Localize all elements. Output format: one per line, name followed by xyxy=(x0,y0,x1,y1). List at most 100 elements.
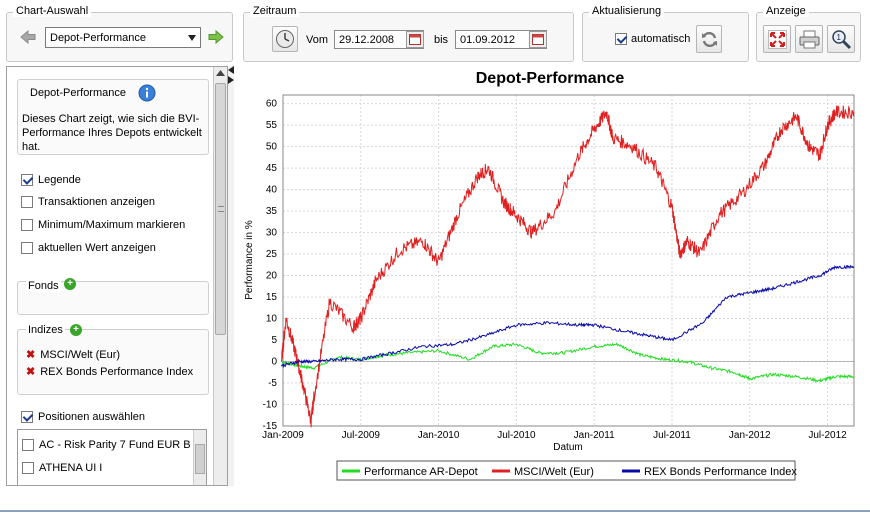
y-tick-label: -5 xyxy=(268,378,277,389)
scroll-up-icon[interactable] xyxy=(216,70,225,76)
legend-checkbox[interactable] xyxy=(21,174,33,187)
option-current-value[interactable]: aktuellen Wert anzeigen xyxy=(21,241,156,255)
auto-refresh-checkbox[interactable] xyxy=(615,33,627,45)
scroll-grip xyxy=(218,206,224,212)
option-positions[interactable]: Positionen auswählen xyxy=(21,410,145,424)
option-label: Legende xyxy=(38,174,81,186)
info-title: Depot-Performance xyxy=(30,87,126,99)
x-tick-label: Jan-2011 xyxy=(574,430,615,441)
option-legend[interactable]: Legende xyxy=(21,173,81,187)
x-tick-label: Jul-2011 xyxy=(653,430,691,441)
refresh-title: Aktualisierung xyxy=(589,5,665,17)
sidebar-panel: Depot-Performance Dieses Chart zeigt, wi… xyxy=(6,66,228,486)
legend-label: MSCI/Welt (Eur) xyxy=(514,466,594,478)
collapse-left-icon[interactable] xyxy=(228,66,234,74)
position-label: AC - Risk Parity 7 Fund EUR B xyxy=(39,439,191,451)
positions-scroll-thumb[interactable] xyxy=(195,444,205,474)
add-fonds-icon[interactable]: + xyxy=(64,278,76,290)
collapse-right-icon[interactable] xyxy=(228,76,234,84)
print-button[interactable] xyxy=(795,25,823,53)
clock-button[interactable] xyxy=(272,26,298,52)
x-tick-label: Jan-2012 xyxy=(729,430,771,441)
chevron-down-icon xyxy=(188,35,196,41)
series-line-2 xyxy=(280,105,855,428)
fullscreen-button[interactable] xyxy=(763,25,791,53)
remove-index-icon[interactable]: ✖ xyxy=(26,349,36,361)
chart-title: Depot-Performance xyxy=(476,70,625,87)
add-index-icon[interactable]: + xyxy=(70,324,82,336)
svg-text:1: 1 xyxy=(837,33,842,42)
fonds-title: Fonds xyxy=(26,280,61,292)
y-tick-label: -15 xyxy=(263,421,278,432)
indizes-title: Indizes xyxy=(26,324,65,336)
sidebar-scroll-thumb[interactable] xyxy=(215,83,226,335)
chart-selection-title: Chart-Auswahl xyxy=(13,5,92,17)
chart-select-dropdown[interactable]: Depot-Performance xyxy=(45,27,201,48)
chart-selection-group: Chart-Auswahl Depot-Performance xyxy=(6,5,233,62)
option-label: Minimum/Maximum markieren xyxy=(38,219,186,231)
y-tick-label: 55 xyxy=(266,120,278,131)
series-line-3 xyxy=(280,264,855,369)
fullscreen-icon xyxy=(768,30,787,49)
remove-index-icon[interactable]: ✖ xyxy=(26,366,36,378)
y-tick-label: 15 xyxy=(266,292,278,303)
refresh-button[interactable] xyxy=(696,25,722,53)
positions-list: AC - Risk Parity 7 Fund EUR B ATHENA UI … xyxy=(17,429,207,485)
y-tick-label: 50 xyxy=(266,142,278,153)
to-calendar-button[interactable] xyxy=(529,31,547,48)
from-date-value: 29.12.2008 xyxy=(339,34,395,46)
performance-chart: Depot-Performance 6055504540353025201510… xyxy=(244,70,855,481)
y-tick-label: 5 xyxy=(271,335,277,346)
current-value-checkbox[interactable] xyxy=(21,242,33,255)
position-checkbox[interactable] xyxy=(22,462,34,475)
option-minmax[interactable]: Minimum/Maximum markieren xyxy=(21,218,185,232)
positions-checkbox[interactable] xyxy=(21,411,33,424)
index-label: REX Bonds Performance Index xyxy=(40,366,194,378)
magnifier-icon: 1 xyxy=(832,30,852,50)
fonds-box: Fonds + xyxy=(17,278,209,315)
bottom-divider xyxy=(0,510,870,512)
y-axis-label: Performance in % xyxy=(244,220,255,300)
refresh-icon xyxy=(702,31,717,48)
info-box: Depot-Performance Dieses Chart zeigt, wi… xyxy=(17,79,209,155)
sidebar-scrollbar[interactable] xyxy=(213,67,227,485)
calendar-icon xyxy=(532,34,544,45)
forward-arrow-icon[interactable] xyxy=(207,30,225,44)
y-tick-label: 20 xyxy=(266,271,278,282)
x-tick-label: Jan-2010 xyxy=(418,430,460,441)
period-group: Zeitraum Vom 29.12.2008 bis 01.09.2012 xyxy=(243,5,574,62)
y-tick-label: 10 xyxy=(266,314,278,325)
index-label: MSCI/Welt (Eur) xyxy=(40,349,121,361)
position-checkbox[interactable] xyxy=(22,439,34,452)
position-item[interactable]: ATHENA UI I xyxy=(22,461,102,475)
back-arrow-icon[interactable] xyxy=(19,30,37,44)
transactions-checkbox[interactable] xyxy=(21,196,33,209)
index-item: ✖ MSCI/Welt (Eur) xyxy=(26,348,120,361)
option-label: Transaktionen anzeigen xyxy=(38,196,156,208)
indizes-box: Indizes + ✖ MSCI/Welt (Eur) ✖ REX Bonds Pe… xyxy=(17,324,209,395)
panel-splitter[interactable] xyxy=(228,66,234,486)
to-label: bis xyxy=(434,34,449,46)
to-date-input[interactable]: 01.09.2012 xyxy=(455,30,547,49)
chart-area: Depot-Performance 60 55 50 45 40 35 30 25 20 15 10… xyxy=(236,66,866,486)
x-tick-label: Jul-2009 xyxy=(342,430,381,441)
positions-scrollbar[interactable] xyxy=(193,430,206,485)
y-tick-label: 30 xyxy=(266,228,278,239)
positions-label: Positionen auswählen xyxy=(38,411,146,423)
plot-frame xyxy=(282,94,855,427)
x-tick-label: Jan-2009 xyxy=(262,430,304,441)
y-tick-label: 40 xyxy=(266,185,278,196)
option-transactions[interactable]: Transaktionen anzeigen xyxy=(21,195,155,209)
from-label: Vom xyxy=(306,34,329,46)
y-tick-label: 0 xyxy=(271,357,277,368)
zoom-button[interactable]: 1 xyxy=(827,25,855,53)
position-label: ATHENA UI I xyxy=(39,462,103,474)
chart-select-value: Depot-Performance xyxy=(50,32,146,44)
series-line-1 xyxy=(281,342,855,383)
minmax-checkbox[interactable] xyxy=(21,219,33,232)
option-label: aktuellen Wert anzeigen xyxy=(38,242,156,254)
position-item[interactable]: AC - Risk Parity 7 Fund EUR B xyxy=(22,438,191,452)
info-icon[interactable] xyxy=(138,84,156,102)
clock-icon xyxy=(276,30,294,48)
from-calendar-button[interactable] xyxy=(406,31,424,48)
